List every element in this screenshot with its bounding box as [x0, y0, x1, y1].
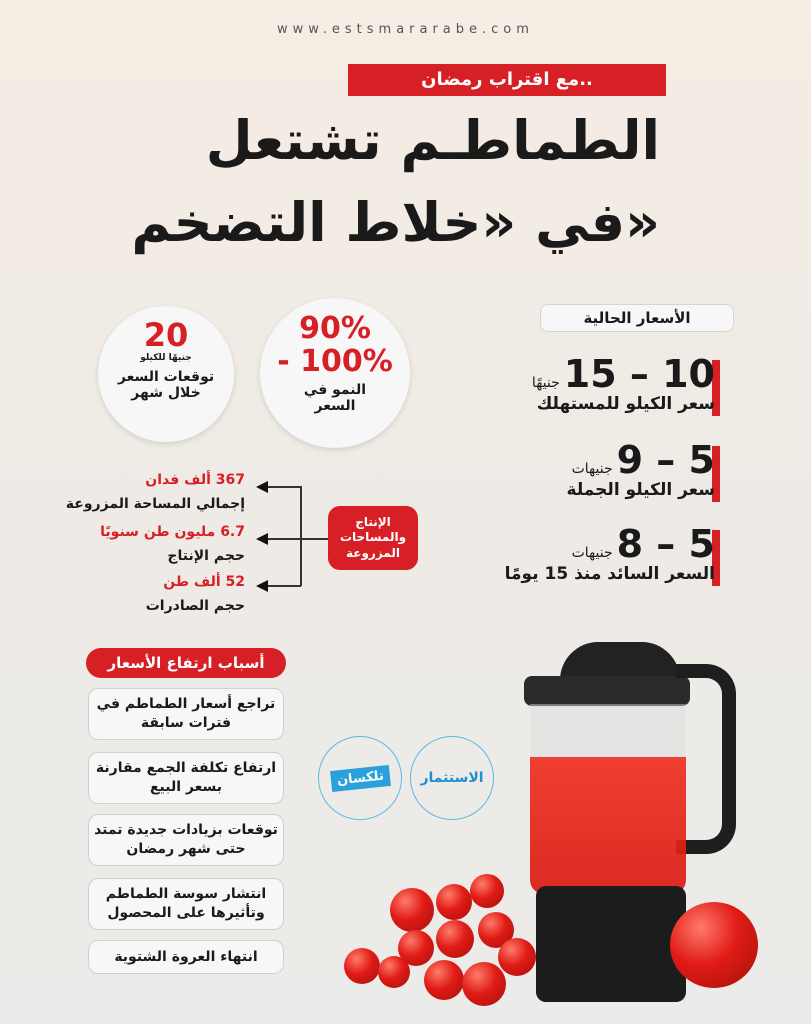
production-label: حجم الإنتاج — [167, 548, 245, 564]
blender-base — [536, 886, 686, 1002]
connector-line — [266, 585, 301, 587]
site-url: www.estsmararabe.com — [277, 22, 534, 37]
growth-circle: 90% - 100% النمو في السعر — [260, 298, 410, 448]
accent-bar — [712, 360, 720, 416]
cherry-tomato — [344, 948, 380, 984]
estesmar-logo: الاستثمار — [410, 736, 494, 820]
connector-line — [266, 486, 301, 488]
growth-value-2: - 100% — [277, 344, 393, 379]
reason-item: انتهاء العروة الشتوية — [88, 940, 284, 974]
cherry-tomato — [436, 920, 474, 958]
accent-bar — [712, 530, 720, 586]
forecast-value: 20 — [143, 316, 189, 354]
price-value: 5 – 9 — [616, 438, 715, 482]
connector-line — [266, 538, 330, 540]
blender-handle — [676, 664, 736, 854]
kicker-banner: مع اقتراب رمضان.. — [348, 64, 666, 96]
exports-label: حجم الصادرات — [145, 598, 245, 614]
cherry-tomato — [378, 956, 410, 988]
cherry-tomato — [390, 888, 434, 932]
growth-value-1: 90% — [299, 311, 371, 346]
price-label: سعر الكيلو الجملة — [566, 480, 715, 500]
reasons-heading: أسباب ارتفاع الأسعار — [86, 648, 286, 678]
cherry-tomato — [470, 874, 504, 908]
blender-rim — [524, 676, 690, 706]
reason-item: تراجع أسعار الطماطم في فترات سابقة — [88, 688, 284, 740]
price-value: 5 – 8 — [616, 522, 715, 566]
cherry-tomato — [436, 884, 472, 920]
price-label: سعر الكيلو للمستهلك — [536, 394, 715, 414]
exports-value: 52 ألف طن — [163, 574, 245, 590]
price-unit: جنيهات — [571, 545, 613, 561]
price-unit: جنيهات — [571, 461, 613, 477]
area-label: إجمالي المساحة المزروعة — [65, 496, 245, 512]
forecast-unit: جنيهًا للكيلو — [140, 353, 192, 364]
blender-jar — [530, 704, 686, 894]
connector-line — [300, 486, 302, 586]
price-item-prevailing: 5 – 8جنيهات السعر السائد منذ 15 يومًا — [505, 522, 715, 584]
arrow-left-icon — [256, 580, 268, 592]
cherry-tomato — [424, 960, 464, 1000]
price-item-wholesale: 5 – 9جنيهات سعر الكيلو الجملة — [567, 438, 715, 500]
price-value: 10 – 15 — [563, 352, 715, 396]
current-prices-heading: الأسعار الحالية — [540, 304, 734, 332]
forecast-label: توقعات السعر خلال شهر — [117, 369, 215, 402]
arrow-left-icon — [256, 533, 268, 545]
tomato — [670, 902, 758, 988]
price-label: السعر السائد منذ 15 يومًا — [504, 564, 715, 584]
telexan-logo: تلكسان — [318, 736, 402, 820]
arrow-left-icon — [256, 481, 268, 493]
forecast-circle: 20 جنيهًا للكيلو توقعات السعر خلال شهر — [98, 306, 234, 442]
price-item-consumer: 10 – 15جنيهًا سعر الكيلو للمستهلك — [532, 352, 715, 414]
accent-bar — [712, 446, 720, 502]
growth-label: النمو في السعر — [303, 382, 367, 414]
title-line-1: الطماطـم تشتعل — [205, 109, 660, 172]
reason-item: توقعات بزيادات جديدة تمتد حتى شهر رمضان — [88, 814, 284, 866]
reason-item: انتشار سوسة الطماطم وتأثيرها على المحصول — [88, 878, 284, 930]
cherry-tomato — [462, 962, 506, 1006]
cherry-tomato — [498, 938, 536, 976]
price-unit: جنيهًا — [531, 375, 560, 391]
production-heading: الإنتاج والمساحات المزروعة — [328, 506, 418, 570]
title-line-2: في «خلاط التضخم» — [131, 191, 660, 254]
area-value: 367 ألف فدان — [145, 472, 245, 488]
reason-item: ارتفاع تكلفة الجمع مقارنة بسعر البيع — [88, 752, 284, 804]
production-value: 6.7 مليون طن سنويًا — [100, 524, 245, 540]
